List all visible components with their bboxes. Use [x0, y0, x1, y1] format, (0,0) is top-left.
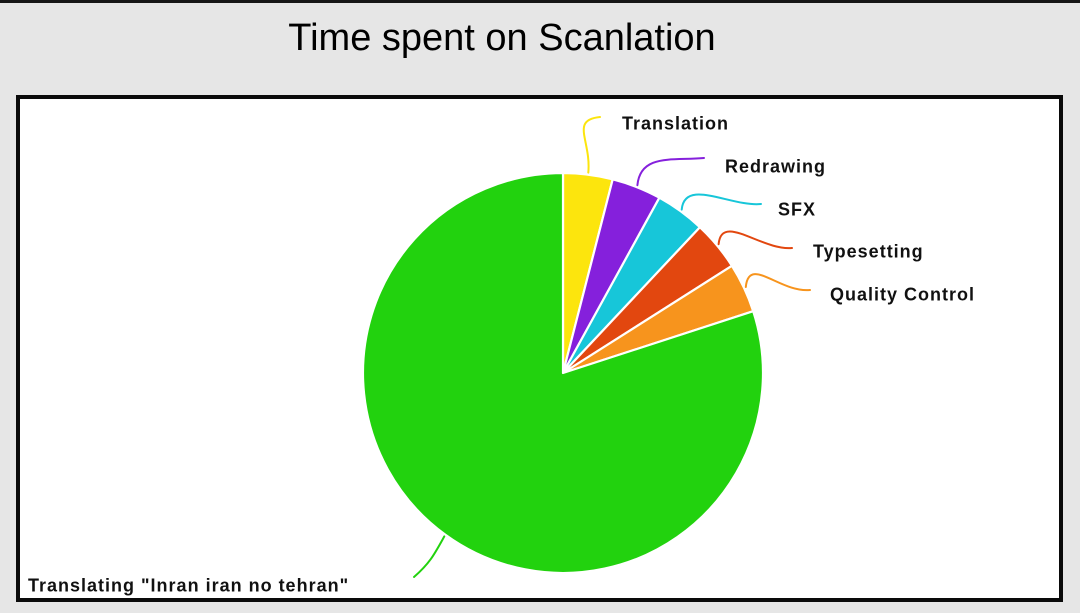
slice-label-quality-control: Quality Control	[830, 284, 975, 305]
slice-label-translation: Translation	[622, 113, 730, 134]
leader-line-redrawing	[636, 157, 705, 187]
slice-label-redrawing: Redrawing	[725, 156, 827, 177]
leader-line-translating-inran-iran-no-tehran	[413, 535, 446, 578]
plot-area: Translation Redrawing SFX Typesetting Qualit…	[16, 95, 1063, 602]
top-border-strip	[0, 0, 1080, 3]
leader-line-sfx	[680, 193, 762, 211]
pie-slice-translating-inran-iran-no-tehran	[361, 171, 765, 575]
leader-line-typesetting	[717, 230, 793, 250]
slice-label-sfx: SFX	[778, 199, 817, 220]
leader-line-translation	[582, 116, 601, 174]
pie-chart	[361, 116, 811, 578]
leader-line-quality-control	[744, 273, 811, 292]
chart-title: Time spent on Scanlation	[288, 17, 716, 59]
slice-label-typesetting: Typesetting	[813, 241, 924, 262]
slice-label-translating-inran-iran-no-tehran: Translating "Inran iran no tehran"	[28, 575, 350, 596]
